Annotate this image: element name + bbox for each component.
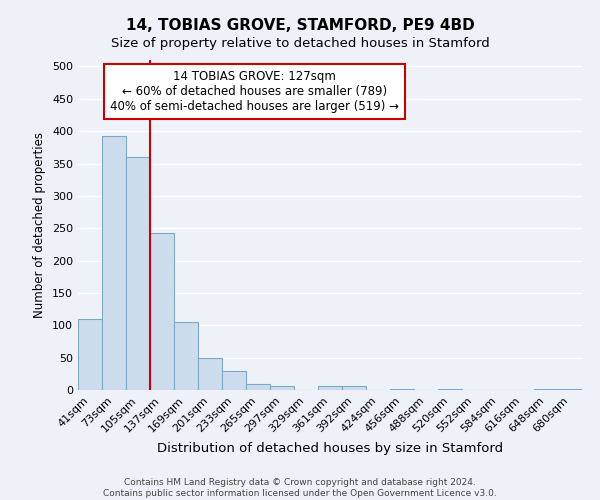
Y-axis label: Number of detached properties: Number of detached properties xyxy=(34,132,46,318)
Bar xyxy=(126,157,150,390)
Bar xyxy=(390,388,414,390)
Bar xyxy=(174,322,198,390)
Bar xyxy=(150,233,174,390)
Bar xyxy=(558,388,582,390)
Bar xyxy=(318,386,342,390)
Text: Contains HM Land Registry data © Crown copyright and database right 2024.
Contai: Contains HM Land Registry data © Crown c… xyxy=(103,478,497,498)
Bar xyxy=(534,388,558,390)
Text: 14 TOBIAS GROVE: 127sqm
← 60% of detached houses are smaller (789)
40% of semi-d: 14 TOBIAS GROVE: 127sqm ← 60% of detache… xyxy=(110,70,399,113)
Text: Size of property relative to detached houses in Stamford: Size of property relative to detached ho… xyxy=(110,38,490,51)
Text: 14, TOBIAS GROVE, STAMFORD, PE9 4BD: 14, TOBIAS GROVE, STAMFORD, PE9 4BD xyxy=(125,18,475,32)
Bar xyxy=(438,388,462,390)
Bar xyxy=(270,386,294,390)
Bar xyxy=(102,136,126,390)
Bar xyxy=(342,386,366,390)
Bar xyxy=(198,358,222,390)
Bar xyxy=(246,384,270,390)
Bar xyxy=(78,319,102,390)
Bar xyxy=(222,370,246,390)
X-axis label: Distribution of detached houses by size in Stamford: Distribution of detached houses by size … xyxy=(157,442,503,455)
